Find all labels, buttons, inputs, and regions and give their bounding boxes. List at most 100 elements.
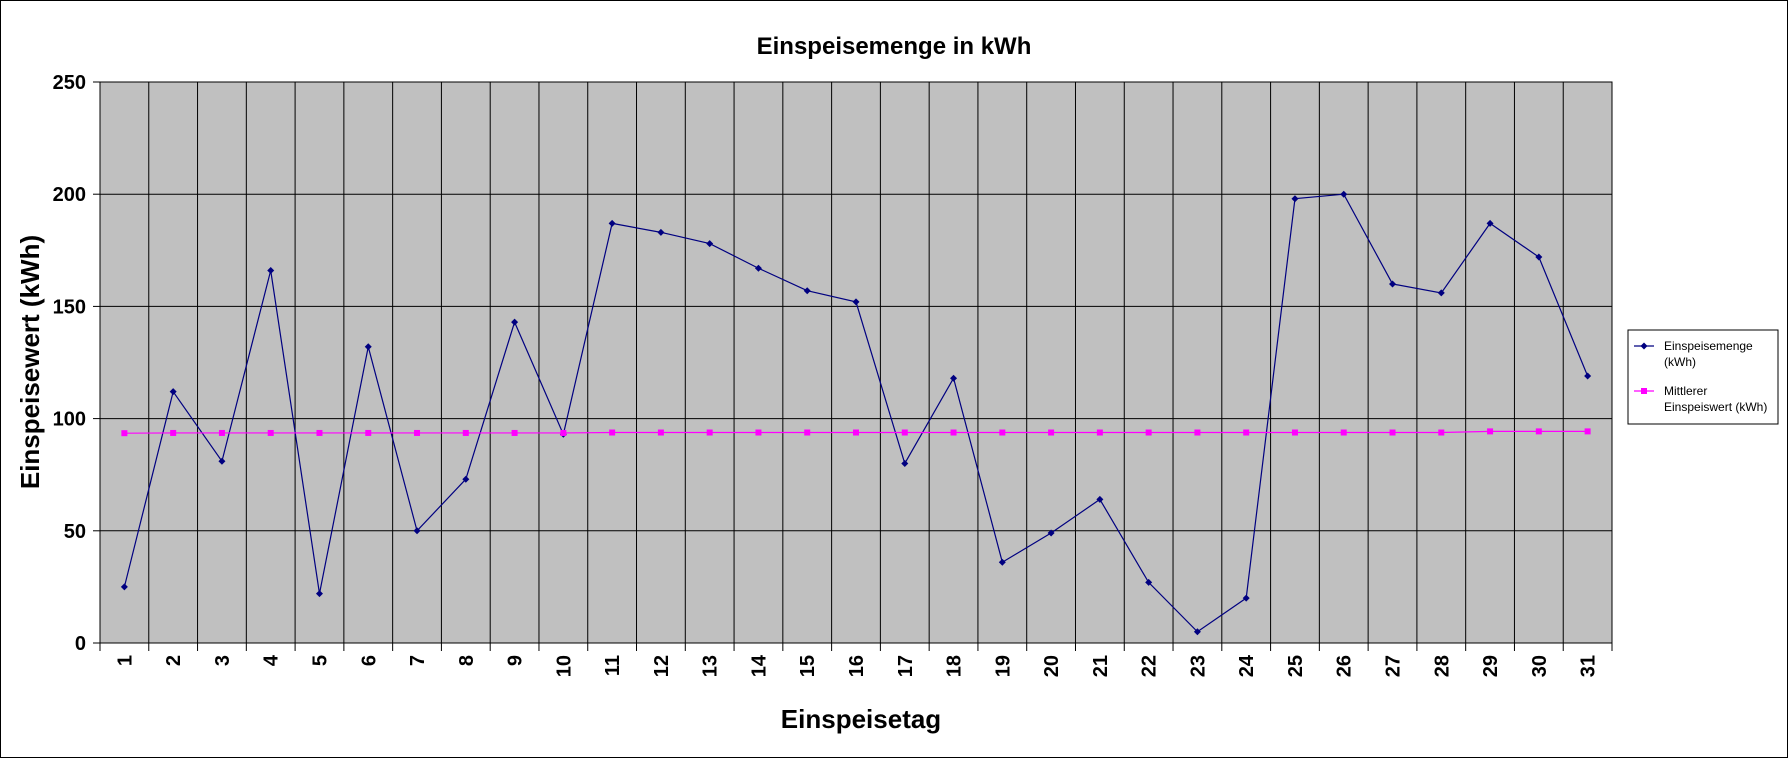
data-point-mittlerer-einspeiswert <box>1048 429 1055 436</box>
data-point-mittlerer-einspeiswert <box>1438 429 1445 436</box>
data-point-mittlerer-einspeiswert <box>1340 429 1347 436</box>
horizontal-gridlines <box>100 193 1612 532</box>
data-point-einspeisemenge <box>1193 628 1201 636</box>
y-axis-title: Einspeisewert (kWh) <box>15 235 45 489</box>
data-point-einspeisemenge <box>803 287 811 295</box>
legend-label-einspeisemenge: (kWh) <box>1664 355 1696 369</box>
x-tick-label: 27 <box>1383 655 1405 677</box>
data-point-mittlerer-einspeiswert <box>999 429 1006 436</box>
legend-label-mittlerer-einspeiswert: Mittlerer <box>1664 384 1707 398</box>
data-point-mittlerer-einspeiswert <box>609 429 616 436</box>
x-tick-label: 15 <box>797 655 819 677</box>
data-point-mittlerer-einspeiswert <box>1194 429 1201 436</box>
x-tick-label: 1 <box>114 655 136 666</box>
data-point-einspeisemenge <box>608 219 616 227</box>
x-tick-label: 2 <box>163 655 185 666</box>
x-tick-label: 5 <box>309 655 331 666</box>
data-point-mittlerer-einspeiswert <box>218 429 225 436</box>
data-point-einspeisemenge <box>754 264 762 272</box>
x-tick-label: 8 <box>456 655 478 666</box>
x-tick-label: 13 <box>700 655 722 677</box>
x-tick-label: 18 <box>944 655 966 677</box>
y-tick-label: 150 <box>53 296 86 318</box>
data-point-einspeisemenge <box>1535 253 1543 261</box>
x-tick-label: 10 <box>553 655 575 677</box>
x-tick-label: 28 <box>1431 655 1453 677</box>
data-point-mittlerer-einspeiswert <box>1389 429 1396 436</box>
data-point-einspeisemenge <box>364 343 372 351</box>
series-mittlerer-einspeiswert <box>121 428 1591 437</box>
data-point-einspeisemenge <box>120 583 128 591</box>
data-point-einspeisemenge <box>1242 594 1250 602</box>
x-tick-label: 3 <box>212 655 234 666</box>
data-point-einspeisemenge <box>657 228 665 236</box>
data-point-einspeisemenge <box>852 298 860 306</box>
data-point-mittlerer-einspeiswert <box>267 429 274 436</box>
legend: Einspeisemenge (kWh) Mittlerer Einspeiswert… <box>1627 329 1779 425</box>
data-point-mittlerer-einspeiswert <box>1145 429 1152 436</box>
data-point-mittlerer-einspeiswert <box>560 429 567 436</box>
x-tick-label: 12 <box>651 655 673 677</box>
y-tick-label: 0 <box>75 633 86 655</box>
legend-marker-mittlerer-einspeiswert <box>1641 388 1647 394</box>
data-point-mittlerer-einspeiswert <box>414 429 421 436</box>
data-point-mittlerer-einspeiswert <box>121 430 128 437</box>
x-axis-title: Einspeisetag <box>781 704 941 734</box>
legend-label-einspeisemenge: Einspeisemenge <box>1664 339 1753 353</box>
data-point-mittlerer-einspeiswert <box>901 429 908 436</box>
y-tick-label: 200 <box>53 184 86 206</box>
data-point-einspeisemenge <box>998 558 1006 566</box>
x-tick-label: 24 <box>1236 654 1258 677</box>
vertical-gridlines <box>148 82 1564 643</box>
data-point-mittlerer-einspeiswert <box>950 429 957 436</box>
data-point-mittlerer-einspeiswert <box>1096 429 1103 436</box>
x-tick-label: 30 <box>1529 655 1551 677</box>
data-point-mittlerer-einspeiswert <box>462 429 469 436</box>
data-point-einspeisemenge <box>1486 219 1494 227</box>
data-point-einspeisemenge <box>1584 372 1592 380</box>
data-point-einspeisemenge <box>1145 578 1153 586</box>
data-point-mittlerer-einspeiswert <box>1535 428 1542 435</box>
x-tick-label: 22 <box>1139 655 1161 677</box>
data-point-mittlerer-einspeiswert <box>657 429 664 436</box>
data-point-einspeisemenge <box>169 388 177 396</box>
data-point-mittlerer-einspeiswert <box>1584 428 1591 435</box>
y-axis-ticks: 0 50 100 150 200 250 <box>53 72 100 655</box>
data-point-einspeisemenge <box>901 459 909 467</box>
x-tick-label: 9 <box>505 655 527 666</box>
x-tick-label: 17 <box>895 655 917 677</box>
data-point-einspeisemenge <box>267 266 275 274</box>
x-tick-label: 19 <box>992 655 1014 677</box>
x-tick-label: 16 <box>846 655 868 677</box>
x-tick-label: 29 <box>1480 655 1502 677</box>
x-tick-label: 25 <box>1285 655 1307 677</box>
x-tick-label: 7 <box>407 655 429 666</box>
data-point-mittlerer-einspeiswert <box>316 429 323 436</box>
x-tick-label: 23 <box>1187 655 1209 677</box>
legend-marker-einspeisemenge <box>1640 342 1648 350</box>
data-point-mittlerer-einspeiswert <box>365 429 372 436</box>
data-point-einspeisemenge <box>706 240 714 248</box>
data-point-einspeisemenge <box>1389 280 1397 288</box>
data-point-einspeisemenge <box>1340 190 1348 198</box>
x-tick-label: 4 <box>261 654 283 666</box>
x-tick-label: 20 <box>1041 655 1063 677</box>
data-point-mittlerer-einspeiswert <box>853 429 859 436</box>
data-point-einspeisemenge <box>1291 195 1299 203</box>
y-tick-label: 100 <box>53 409 86 431</box>
data-point-mittlerer-einspeiswert <box>755 429 762 436</box>
data-point-einspeisemenge <box>1437 289 1445 297</box>
x-tick-label: 14 <box>748 654 770 677</box>
data-point-mittlerer-einspeiswert <box>804 429 811 436</box>
data-point-einspeisemenge <box>315 590 323 598</box>
data-point-mittlerer-einspeiswert <box>1487 428 1494 435</box>
data-point-mittlerer-einspeiswert <box>511 429 518 436</box>
y-tick-label: 250 <box>53 72 86 94</box>
data-point-einspeisemenge <box>413 527 421 535</box>
x-tick-label: 21 <box>1090 655 1112 677</box>
legend-label-mittlerer-einspeiswert: Einspeiswert (kWh) <box>1664 400 1767 414</box>
x-tick-label: 31 <box>1578 655 1600 677</box>
y-tick-label: 50 <box>64 521 86 543</box>
